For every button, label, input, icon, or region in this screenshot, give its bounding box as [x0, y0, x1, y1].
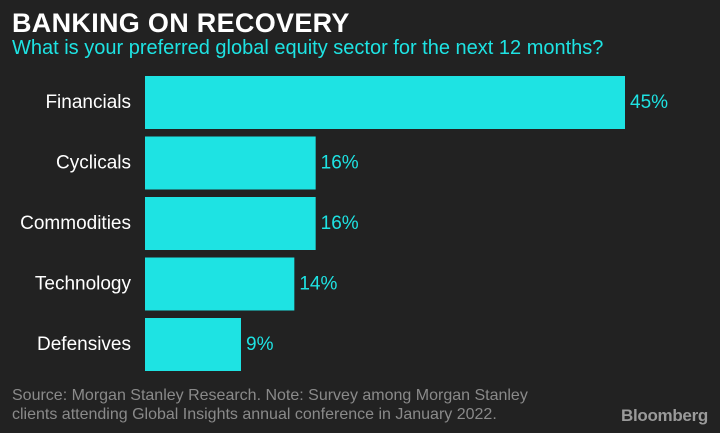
data-label: 16% — [321, 213, 359, 234]
bar — [145, 197, 316, 250]
bar — [145, 136, 316, 190]
category-label: Commodities — [20, 213, 131, 234]
bloomberg-logo: Bloomberg — [620, 406, 708, 425]
bar — [145, 257, 295, 311]
bar — [145, 318, 241, 371]
bar — [145, 76, 625, 129]
source-note: Source: Morgan Stanley Research. Note: S… — [12, 386, 528, 424]
source-line-2: clients attending Global Insights annual… — [12, 406, 497, 423]
category-label: Financials — [45, 92, 131, 113]
chart-subtitle: What is your preferred global equity sec… — [12, 37, 604, 59]
category-label: Defensives — [37, 334, 131, 355]
data-label: 16% — [321, 153, 359, 174]
data-label: 9% — [246, 334, 274, 355]
data-label: 45% — [630, 92, 668, 113]
data-label: 14% — [299, 274, 337, 295]
category-label: Cyclicals — [56, 153, 131, 174]
source-line-1: Source: Morgan Stanley Research. Note: S… — [12, 387, 528, 404]
chart-title: BANKING ON RECOVERY — [12, 8, 350, 38]
category-label: Technology — [35, 274, 132, 295]
